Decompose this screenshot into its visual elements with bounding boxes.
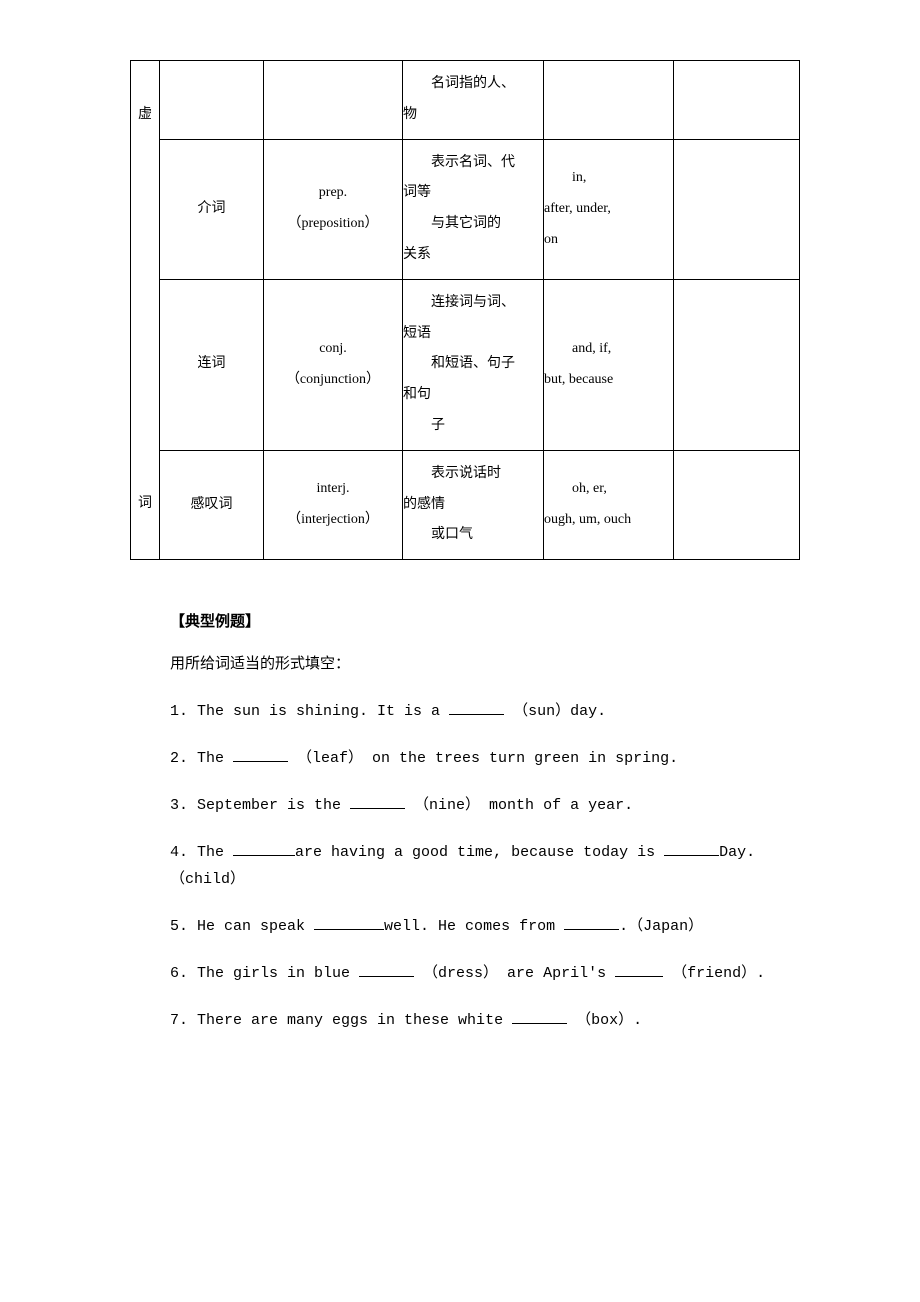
exercise-text: The: [197, 844, 233, 861]
ex-line: after, under,: [544, 194, 669, 225]
fill-blank: [233, 840, 295, 856]
abbr-cell: prep. （preposition）: [264, 139, 403, 279]
desc-line: 表示说话时: [403, 459, 543, 490]
desc-line: 或口气: [403, 520, 543, 551]
fill-blank: [314, 914, 384, 930]
exercise-text: （friend）.: [663, 965, 765, 982]
section-title: 【典型例题】: [170, 610, 800, 631]
last-cell: [674, 61, 800, 140]
fill-blank: [564, 914, 619, 930]
exercise-text: The: [197, 750, 233, 767]
desc-line: 短语: [403, 319, 543, 350]
desc-line: 关系: [403, 240, 543, 271]
exercise-text: （dress） are April's: [414, 965, 615, 982]
desc-line: 连接词与词、: [403, 288, 543, 319]
desc-cell: 名词指的人、 物: [403, 61, 544, 140]
exercise-number: 4.: [170, 844, 197, 861]
exercise-text: （leaf） on the trees turn green in spring…: [288, 750, 678, 767]
abbr-line: interj.: [316, 481, 349, 496]
name-cell: [160, 61, 264, 140]
abbr-cell: interj. （interjection）: [264, 450, 403, 559]
example-cell: and, if, but, because: [544, 279, 674, 450]
desc-cell: 表示名词、代 词等 与其它词的 关系: [403, 139, 544, 279]
exercise-item: 2. The （leaf） on the trees turn green in…: [170, 745, 800, 772]
ex-line: on: [544, 225, 669, 256]
exercise-number: 6.: [170, 965, 197, 982]
instruction-text: 用所给词适当的形式填空：: [170, 651, 800, 678]
exercise-number: 3.: [170, 797, 197, 814]
example-cell: [544, 61, 674, 140]
desc-line: 词等: [403, 178, 543, 209]
example-cell: oh, er, ough, um, ouch: [544, 450, 674, 559]
ex-line: oh, er,: [544, 474, 669, 505]
desc-line: 的感情: [403, 490, 543, 521]
exercise-text: September is the: [197, 797, 350, 814]
fill-blank: [664, 840, 719, 856]
name-cell: 介词: [160, 139, 264, 279]
desc-line: 子: [403, 411, 543, 442]
fill-blank: [350, 793, 405, 809]
exercise-text: （box）.: [567, 1012, 642, 1029]
category-cell: 虚 词: [131, 61, 160, 560]
abbr-line: prep.: [319, 185, 347, 200]
desc-line: 与其它词的: [403, 209, 543, 240]
exercise-number: 1.: [170, 703, 197, 720]
ex-line: and, if,: [544, 334, 669, 365]
fill-blank: [615, 961, 663, 977]
exercises-container: 1. The sun is shining. It is a （sun）day.…: [130, 698, 800, 1034]
desc-cell: 表示说话时 的感情 或口气: [403, 450, 544, 559]
desc-line: 和短语、句子: [403, 349, 543, 380]
page-container: 虚 词 名词指的人、 物 介词 prep. （preposition） 表示名词…: [0, 0, 920, 1254]
abbr-line: conj.: [319, 341, 347, 356]
abbr-cell: conj. （conjunction）: [264, 279, 403, 450]
exercise-item: 5. He can speak well. He comes from .（Ja…: [170, 913, 800, 940]
exercise-text: .（Japan）: [619, 918, 703, 935]
example-cell: in, after, under, on: [544, 139, 674, 279]
abbr-line: （preposition）: [288, 216, 379, 231]
desc-line: 物: [403, 100, 543, 131]
abbr-line: （interjection）: [287, 512, 379, 527]
exercise-text: （nine） month of a year.: [405, 797, 633, 814]
table-row: 介词 prep. （preposition） 表示名词、代 词等 与其它词的 关…: [131, 139, 800, 279]
desc-line: 名词指的人、: [403, 69, 543, 100]
exercise-item: 7. There are many eggs in these white （b…: [170, 1007, 800, 1034]
ex-line: but, because: [544, 365, 669, 396]
exercise-item: 6. The girls in blue （dress） are April's…: [170, 960, 800, 987]
category-char-bottom: 词: [138, 489, 152, 520]
exercise-text: （sun）day.: [504, 703, 606, 720]
exercise-item: 1. The sun is shining. It is a （sun）day.: [170, 698, 800, 725]
fill-blank: [233, 746, 288, 762]
fill-blank: [512, 1008, 567, 1024]
exercise-text: The girls in blue: [197, 965, 359, 982]
abbr-cell: [264, 61, 403, 140]
exercise-item: 3. September is the （nine） month of a ye…: [170, 792, 800, 819]
name-cell: 感叹词: [160, 450, 264, 559]
exercise-number: 7.: [170, 1012, 197, 1029]
table-row: 连词 conj. （conjunction） 连接词与词、 短语 和短语、句子 …: [131, 279, 800, 450]
last-cell: [674, 450, 800, 559]
exercise-item: 4. The are having a good time, because t…: [170, 839, 800, 893]
exercise-number: 2.: [170, 750, 197, 767]
table-row: 虚 词 名词指的人、 物: [131, 61, 800, 140]
last-cell: [674, 139, 800, 279]
category-char-top: 虚: [138, 100, 152, 131]
desc-cell: 连接词与词、 短语 和短语、句子 和句 子: [403, 279, 544, 450]
exercise-text: He can speak: [197, 918, 314, 935]
table-row: 感叹词 interj. （interjection） 表示说话时 的感情 或口气…: [131, 450, 800, 559]
exercise-text: well. He comes from: [384, 918, 564, 935]
desc-line: 和句: [403, 380, 543, 411]
exercise-text: are having a good time, because today is: [295, 844, 664, 861]
name-cell: 连词: [160, 279, 264, 450]
grammar-table: 虚 词 名词指的人、 物 介词 prep. （preposition） 表示名词…: [130, 60, 800, 560]
exercise-text: There are many eggs in these white: [197, 1012, 512, 1029]
fill-blank: [359, 961, 414, 977]
last-cell: [674, 279, 800, 450]
exercise-text: The sun is shining. It is a: [197, 703, 449, 720]
abbr-line: （conjunction）: [286, 372, 380, 387]
fill-blank: [449, 699, 504, 715]
ex-line: ough, um, ouch: [544, 505, 669, 536]
ex-line: in,: [544, 163, 669, 194]
exercise-number: 5.: [170, 918, 197, 935]
desc-line: 表示名词、代: [403, 148, 543, 179]
